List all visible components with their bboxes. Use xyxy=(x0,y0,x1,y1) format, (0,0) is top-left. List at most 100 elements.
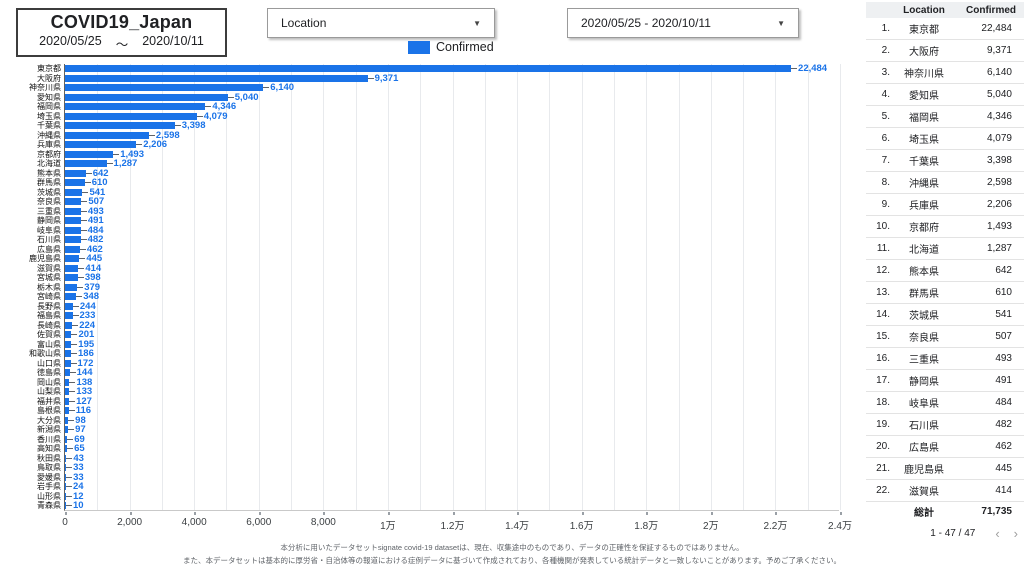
bar-山形県[interactable] xyxy=(65,492,66,500)
bar-富山県[interactable] xyxy=(65,340,72,348)
bar-愛媛県[interactable] xyxy=(65,473,67,481)
table-row[interactable]: 12. 熊本県 642 xyxy=(866,260,1024,282)
row-rank: 8. xyxy=(881,177,890,188)
bar-長野県[interactable] xyxy=(65,302,73,310)
chart-row: 栃木県 379 xyxy=(37,282,839,293)
bar-千葉県[interactable] xyxy=(65,122,175,130)
bar-奈良県[interactable] xyxy=(65,198,82,206)
disclaimer-line-2: また、本データセットは基本的に厚労省・自治体等の報道における症例データに基づいて… xyxy=(182,556,842,565)
bar-鹿児島県[interactable] xyxy=(65,255,80,263)
bar-福井県[interactable] xyxy=(65,397,70,405)
bar-佐賀県[interactable] xyxy=(65,331,72,339)
bar-福島県[interactable] xyxy=(65,312,73,320)
value-label: 9,371 xyxy=(374,72,399,84)
bar-沖縄県[interactable] xyxy=(65,131,149,139)
bar-熊本県[interactable] xyxy=(65,169,86,177)
column-header-confirmed[interactable]: Confirmed xyxy=(966,4,1016,16)
table-row[interactable]: 9. 兵庫県 2,206 xyxy=(866,194,1024,216)
value-leader-line xyxy=(148,134,155,136)
bar-三重県[interactable] xyxy=(65,207,81,215)
column-header-location[interactable]: Location xyxy=(903,4,945,16)
bar-宮城県[interactable] xyxy=(65,274,78,282)
bar-岐阜県[interactable] xyxy=(65,226,81,234)
table-row[interactable]: 3. 神奈川県 6,140 xyxy=(866,62,1024,84)
table-row[interactable]: 19. 石川県 482 xyxy=(866,414,1024,436)
table-row[interactable]: 2. 大阪府 9,371 xyxy=(866,40,1024,62)
bar-岩手県[interactable] xyxy=(65,483,66,491)
prev-page-icon[interactable]: ‹ xyxy=(995,525,1000,541)
bar-兵庫県[interactable] xyxy=(65,141,137,149)
bar-大分県[interactable] xyxy=(65,416,69,424)
chart-row: 岐阜県 484 xyxy=(37,225,839,236)
date-range-dropdown[interactable]: 2020/05/25 - 2020/10/11 ▼ xyxy=(567,8,799,38)
bar-静岡県[interactable] xyxy=(65,217,81,225)
value-leader-line xyxy=(67,448,74,450)
table-row[interactable]: 4. 愛知県 5,040 xyxy=(866,84,1024,106)
chart-row: 山口県 172 xyxy=(37,357,839,369)
table-row[interactable]: 1. 東京都 22,484 xyxy=(866,18,1024,40)
table-row[interactable]: 16. 三重県 493 xyxy=(866,348,1024,370)
bar-岡山県[interactable] xyxy=(65,378,70,386)
value-leader-line xyxy=(68,419,75,421)
bar-愛知県[interactable] xyxy=(65,93,228,101)
bar-鳥取県[interactable] xyxy=(65,464,67,472)
bar-京都府[interactable] xyxy=(65,150,114,158)
table-row[interactable]: 7. 千葉県 3,398 xyxy=(866,150,1024,172)
bar-新潟県[interactable] xyxy=(65,426,69,434)
row-location: 愛知県 xyxy=(909,91,939,102)
gridline xyxy=(258,64,260,510)
value-leader-line xyxy=(205,106,212,108)
bar-山口県[interactable] xyxy=(65,359,71,367)
bar-東京都[interactable] xyxy=(65,65,792,72)
bar-茨城県[interactable] xyxy=(65,188,83,196)
table-row[interactable]: 21. 鹿児島県 445 xyxy=(866,458,1024,480)
bar-和歌山県[interactable] xyxy=(65,350,71,358)
table-row[interactable]: 22. 滋賀県 414 xyxy=(866,480,1024,502)
bar-滋賀県[interactable] xyxy=(65,264,79,272)
table-row[interactable]: 13. 群馬県 610 xyxy=(866,282,1024,304)
chart-row: 和歌山県 186 xyxy=(29,348,839,359)
bar-島根県[interactable] xyxy=(65,407,69,415)
table-row[interactable]: 15. 奈良県 507 xyxy=(866,326,1024,348)
bar-高知県[interactable] xyxy=(65,445,68,453)
bar-秋田県[interactable] xyxy=(65,454,67,462)
row-rank: 20. xyxy=(876,441,890,452)
chart-row: 滋賀県 414 xyxy=(37,263,839,274)
bar-栃木県[interactable] xyxy=(65,283,78,291)
chart-row: 福島県 233 xyxy=(37,310,839,321)
bar-長崎県[interactable] xyxy=(65,321,73,329)
table-row[interactable]: 8. 沖縄県 2,598 xyxy=(866,172,1024,194)
x-axis-tick xyxy=(65,512,67,515)
next-page-icon[interactable]: › xyxy=(1013,525,1018,541)
table-row[interactable]: 6. 埼玉県 4,079 xyxy=(866,128,1024,150)
bar-山梨県[interactable] xyxy=(65,388,70,396)
location-filter-dropdown[interactable]: Location ▼ xyxy=(267,8,495,38)
bar-広島県[interactable] xyxy=(65,245,80,253)
table-row[interactable]: 17. 静岡県 491 xyxy=(866,370,1024,392)
value-label: 10 xyxy=(73,500,84,512)
table-row[interactable]: 10. 京都府 1,493 xyxy=(866,216,1024,238)
legend-color-swatch xyxy=(408,40,430,54)
value-leader-line xyxy=(791,68,798,69)
bar-神奈川県[interactable] xyxy=(65,84,264,92)
bar-徳島県[interactable] xyxy=(65,369,70,377)
bar-香川県[interactable] xyxy=(65,435,68,443)
bar-大阪府[interactable] xyxy=(65,74,368,82)
bar-埼玉県[interactable] xyxy=(65,112,197,120)
table-row[interactable]: 11. 北海道 1,287 xyxy=(866,238,1024,260)
table-row[interactable]: 5. 福岡県 4,346 xyxy=(866,106,1024,128)
bar-石川県[interactable] xyxy=(65,236,81,244)
bar-群馬県[interactable] xyxy=(65,179,85,187)
y-axis-label: 島根県 xyxy=(37,406,61,416)
table-row[interactable]: 20. 広島県 462 xyxy=(866,436,1024,458)
value-label: 172 xyxy=(77,357,94,369)
bar-青森県[interactable] xyxy=(65,502,66,510)
bar-福岡県[interactable] xyxy=(65,103,206,111)
bar-北海道[interactable] xyxy=(65,160,107,168)
table-row[interactable]: 14. 茨城県 541 xyxy=(866,304,1024,326)
value-label: 5,040 xyxy=(234,91,259,103)
bar-宮崎県[interactable] xyxy=(65,293,77,301)
table-row[interactable]: 18. 岐阜県 484 xyxy=(866,392,1024,414)
value-label: 224 xyxy=(79,319,96,331)
value-leader-line xyxy=(136,144,143,146)
